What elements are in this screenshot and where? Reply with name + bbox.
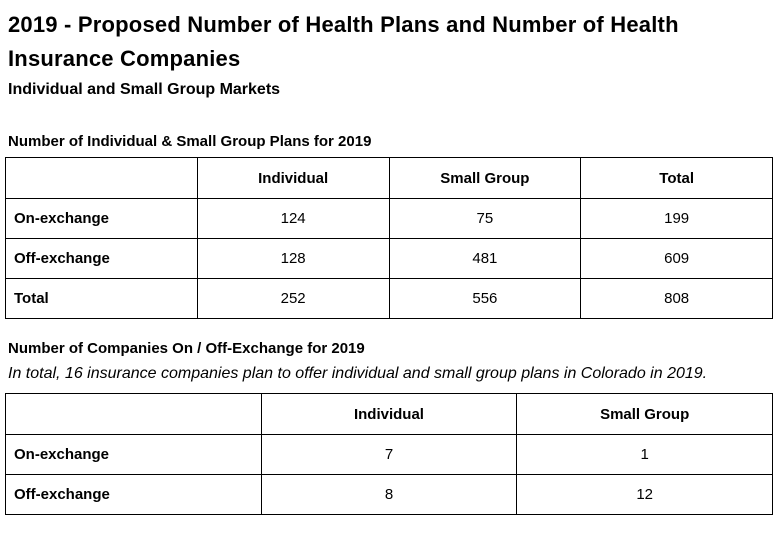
table-row: Total 252 556 808 xyxy=(5,278,773,319)
plans-row-label-off-exchange: Off-exchange xyxy=(5,238,198,279)
plans-total-total: 808 xyxy=(580,278,773,319)
table-row: Off-exchange 8 12 xyxy=(5,474,773,515)
plans-header-total: Total xyxy=(580,157,773,199)
plans-total-small-group: 556 xyxy=(388,278,582,319)
companies-on-exchange-individual: 7 xyxy=(260,434,518,475)
page-subtitle: Individual and Small Group Markets xyxy=(8,81,281,98)
companies-row-label-on-exchange: On-exchange xyxy=(5,434,262,475)
plans-on-exchange-small-group: 75 xyxy=(388,198,582,239)
companies-header-small-group: Small Group xyxy=(516,393,773,435)
plans-on-exchange-individual: 124 xyxy=(196,198,390,239)
plans-on-exchange-total: 199 xyxy=(580,198,773,239)
companies-on-exchange-small-group: 1 xyxy=(516,434,773,475)
companies-off-exchange-small-group: 12 xyxy=(516,474,773,515)
companies-table-header-row: Individual Small Group xyxy=(5,393,773,435)
companies-row-label-off-exchange: Off-exchange xyxy=(5,474,262,515)
companies-note: In total, 16 insurance companies plan to… xyxy=(8,365,708,382)
plans-row-label-on-exchange: On-exchange xyxy=(5,198,198,239)
plans-row-label-total: Total xyxy=(5,278,198,319)
plans-table-header-row: Individual Small Group Total xyxy=(5,157,773,199)
plans-header-blank xyxy=(5,157,198,199)
companies-header-blank xyxy=(5,393,262,435)
table-row: On-exchange 124 75 199 xyxy=(5,198,773,239)
plans-off-exchange-individual: 128 xyxy=(196,238,390,279)
plans-total-individual: 252 xyxy=(196,278,390,319)
table-row: Off-exchange 128 481 609 xyxy=(5,238,773,279)
companies-table: Individual Small Group On-exchange 7 1 O… xyxy=(5,393,773,515)
companies-off-exchange-individual: 8 xyxy=(260,474,518,515)
plans-section-heading: Number of Individual & Small Group Plans… xyxy=(8,133,372,150)
plans-header-individual: Individual xyxy=(196,157,390,199)
plans-header-small-group: Small Group xyxy=(388,157,582,199)
plans-off-exchange-total: 609 xyxy=(580,238,773,279)
table-row: On-exchange 7 1 xyxy=(5,434,773,475)
plans-off-exchange-small-group: 481 xyxy=(388,238,582,279)
plans-table: Individual Small Group Total On-exchange… xyxy=(5,157,773,319)
companies-header-individual: Individual xyxy=(260,393,518,435)
page-title: 2019 - Proposed Number of Health Plans a… xyxy=(8,12,679,71)
companies-section-heading: Number of Companies On / Off-Exchange fo… xyxy=(8,340,365,357)
